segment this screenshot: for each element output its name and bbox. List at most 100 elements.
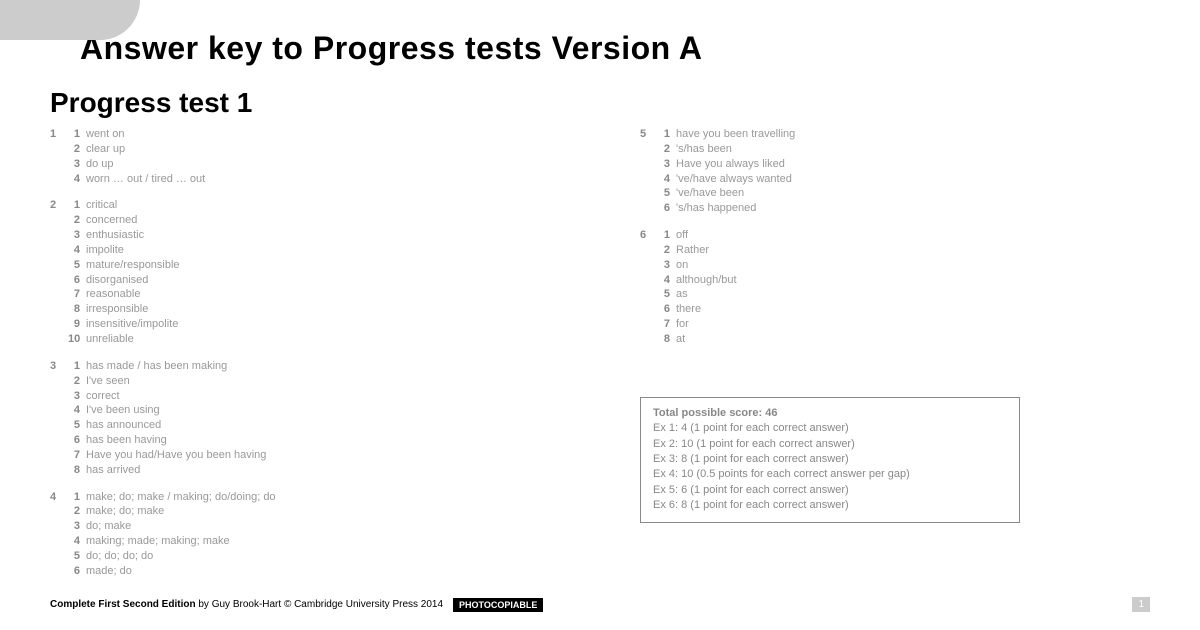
answer-number: 6 [658,302,676,317]
answer-row: 3correct [68,389,266,404]
answer-number: 6 [658,201,676,216]
answer-number: 3 [68,519,86,534]
answer-number: 2 [68,213,86,228]
score-line: Ex 3: 8 (1 point for each correct answer… [653,452,1007,467]
answer-row: 1make; do; make / making; do/doing; do [68,490,276,505]
answer-text: make; do; make / making; do/doing; do [86,490,276,505]
answer-text: Rather [676,243,709,258]
answer-number: 4 [68,534,86,549]
answer-number: 7 [658,317,676,332]
answer-row: 5has announced [68,418,266,433]
answer-number: 9 [68,317,86,332]
corner-decoration [0,0,140,40]
score-title: Total possible score: 46 [653,406,1007,421]
answer-text: I've seen [86,374,130,389]
answer-row: 4worn … out / tired … out [68,172,205,187]
answer-number: 4 [68,172,86,187]
answer-row: 7Have you had/Have you been having [68,448,266,463]
exercise-number: 6 [640,228,658,347]
answer-row: 4although/but [658,273,737,288]
answer-text: 've/have always wanted [676,172,792,187]
exercise: 41make; do; make / making; do/doing; do2… [50,490,560,579]
answer-text: has arrived [86,463,140,478]
answer-row: 1critical [68,198,180,213]
photocopiable-badge: PHOTOCOPIABLE [453,598,543,612]
answer-row: 2clear up [68,142,205,157]
answer-number: 2 [658,142,676,157]
answer-text: has made / has been making [86,359,227,374]
answer-number: 1 [658,127,676,142]
answer-text: 's/has been [676,142,732,157]
answer-row: 1off [658,228,737,243]
answer-number: 2 [658,243,676,258]
answer-text: made; do [86,564,132,579]
answer-text: although/but [676,273,737,288]
answer-number: 5 [68,418,86,433]
answer-text: has been having [86,433,167,448]
answer-text: for [676,317,689,332]
answers-list: 1off2Rather3on4although/but5as6there7for… [658,228,737,347]
answer-text: impolite [86,243,124,258]
answer-text: clear up [86,142,125,157]
answer-row: 6's/has happened [658,201,795,216]
answer-number: 1 [658,228,676,243]
answer-row: 4've/have always wanted [658,172,795,187]
answer-row: 3do up [68,157,205,172]
answer-row: 5mature/responsible [68,258,180,273]
answer-number: 3 [658,157,676,172]
answer-row: 2Rather [658,243,737,258]
footer-text: Complete First Second Edition by Guy Bro… [50,599,443,610]
answer-row: 2's/has been [658,142,795,157]
answers-list: 1have you been travelling2's/has been3Ha… [658,127,795,216]
answer-text: I've been using [86,403,160,418]
answer-number: 3 [68,389,86,404]
answer-row: 7reasonable [68,287,180,302]
answer-number: 8 [68,463,86,478]
footer-book-title: Complete First Second Edition [50,599,196,610]
answer-number: 1 [68,198,86,213]
answer-row: 4I've been using [68,403,266,418]
score-line: Ex 4: 10 (0.5 points for each correct an… [653,467,1007,482]
answer-text: disorganised [86,273,148,288]
answer-text: went on [86,127,125,142]
answer-number: 1 [68,490,86,505]
answer-row: 3do; make [68,519,276,534]
answer-text: have you been travelling [676,127,795,142]
answer-text: critical [86,198,117,213]
answer-text: reasonable [86,287,140,302]
answer-row: 5as [658,287,737,302]
answer-number: 6 [68,273,86,288]
footer-attribution: by Guy Brook-Hart © Cambridge University… [196,599,443,610]
answers-list: 1went on2clear up3do up4worn … out / tir… [68,127,205,186]
answer-row: 4impolite [68,243,180,258]
exercise-number: 4 [50,490,68,579]
answer-number: 1 [68,359,86,374]
answer-text: enthusiastic [86,228,144,243]
answer-row: 6disorganised [68,273,180,288]
answer-row: 3enthusiastic [68,228,180,243]
answer-number: 3 [658,258,676,273]
answer-number: 2 [68,504,86,519]
answer-number: 5 [658,186,676,201]
answer-row: 2I've seen [68,374,266,389]
answers-list: 1has made / has been making2I've seen3co… [68,359,266,478]
answer-number: 2 [68,374,86,389]
answer-row: 5've/have been [658,186,795,201]
answer-number: 3 [68,228,86,243]
answer-number: 4 [68,403,86,418]
answer-row: 10unreliable [68,332,180,347]
exercise: 61off2Rather3on4although/but5as6there7fo… [640,228,1150,347]
exercise-number: 5 [640,127,658,216]
answer-row: 2concerned [68,213,180,228]
answer-row: 6has been having [68,433,266,448]
answer-number: 4 [658,172,676,187]
exercise-number: 2 [50,198,68,346]
left-column: 11went on2clear up3do up4worn … out / ti… [50,127,560,591]
page-number: 1 [1132,597,1150,612]
answer-number: 8 [658,332,676,347]
answer-text: mature/responsible [86,258,180,273]
answer-row: 9insensitive/impolite [68,317,180,332]
exercise: 31has made / has been making2I've seen3c… [50,359,560,478]
score-line: Ex 5: 6 (1 point for each correct answer… [653,483,1007,498]
answer-number: 4 [658,273,676,288]
